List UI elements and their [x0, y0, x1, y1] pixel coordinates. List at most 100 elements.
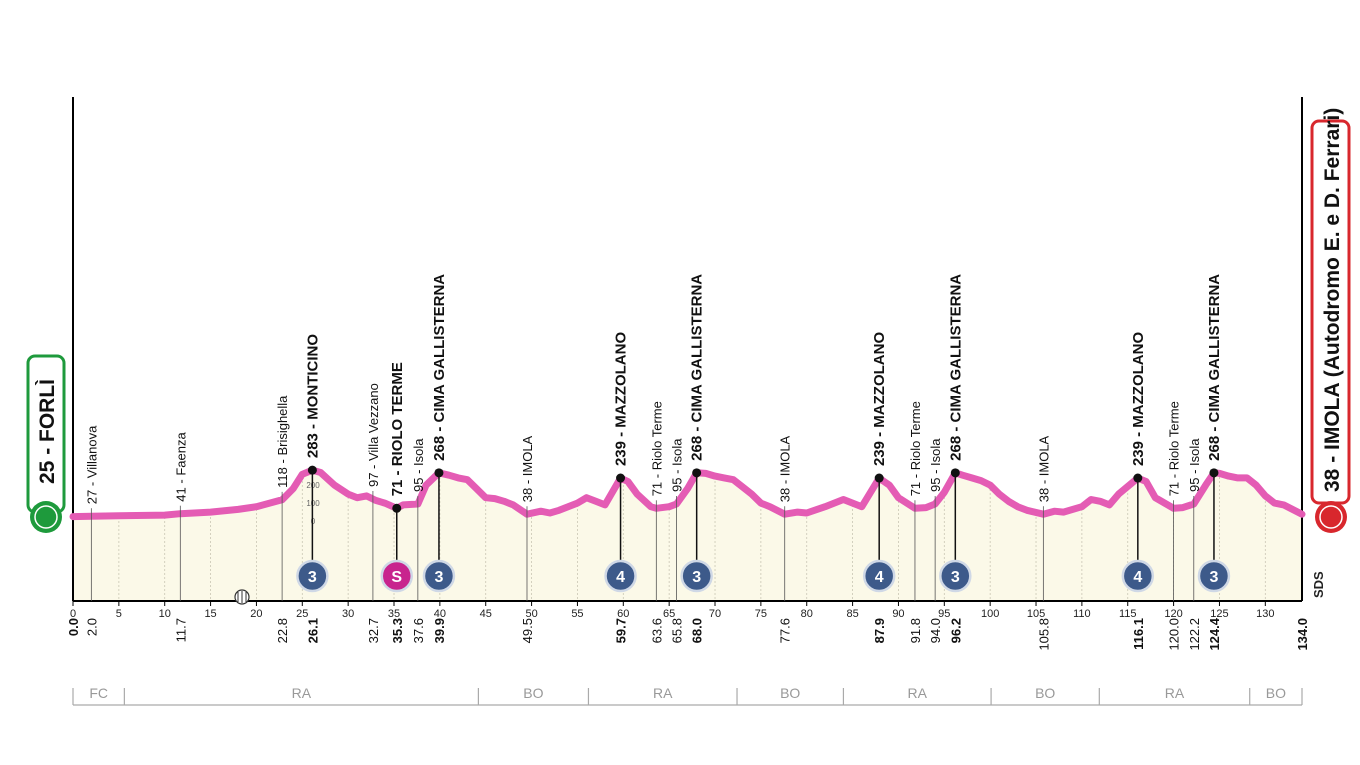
- region-label: BO: [780, 685, 800, 701]
- barrier-icon: [234, 589, 250, 605]
- region-label: BO: [1266, 685, 1286, 701]
- y-tick-label: 200: [306, 481, 320, 490]
- km-label: 87.9: [872, 618, 887, 643]
- climb-icon: [296, 559, 329, 593]
- y-tick-label: 100: [306, 499, 320, 508]
- km-label: 49.5: [520, 618, 535, 643]
- climb-icon: [862, 559, 896, 593]
- km-label: 96.2: [948, 618, 963, 643]
- km-label: 0.0: [66, 618, 81, 636]
- climb-icon: [680, 559, 713, 593]
- waypoint-label: 71 - Riolo Terme: [649, 401, 664, 496]
- x-tick-label: 40: [434, 608, 446, 620]
- climb-icon-label: 3: [692, 569, 701, 586]
- waypoint-dot: [874, 473, 884, 483]
- waypoint-label: 38 - IMOLA: [520, 435, 535, 502]
- km-label: 91.8: [908, 618, 923, 643]
- waypoint-label: 95 - Isola: [1187, 438, 1202, 492]
- x-tick-label: 25: [296, 608, 308, 620]
- waypoint-dot: [950, 468, 960, 478]
- km-label: 94.0: [928, 618, 943, 643]
- x-tick-label: 70: [709, 608, 721, 620]
- start-icon-ring: [34, 505, 58, 529]
- waypoint-label: 27 - Villanova: [84, 425, 99, 504]
- start-label: 25 - FORLÌ: [36, 379, 59, 484]
- km-label: 39.9: [432, 618, 447, 643]
- climb-icon: [1197, 559, 1231, 593]
- region-label: BO: [523, 685, 543, 701]
- x-tick-label: 130: [1256, 608, 1274, 620]
- km-label: 35.3: [390, 618, 405, 643]
- region-label: FC: [89, 685, 108, 701]
- x-tick-label: 110: [1073, 608, 1091, 620]
- waypoint-dot: [307, 465, 317, 475]
- waypoint-label: 268 - CIMA GALLISTERNA: [947, 274, 964, 461]
- waypoint-label: 95 - Isola: [411, 438, 426, 492]
- waypoint-label: 268 - CIMA GALLISTERNA: [431, 274, 448, 461]
- waypoint-label: 71 - RIOLO TERME: [389, 362, 406, 496]
- waypoint-label: 71 - Riolo Terme: [908, 401, 923, 496]
- region-label: RA: [653, 685, 673, 701]
- climb-icon: [380, 559, 414, 593]
- km-label: 120.0: [1167, 618, 1182, 651]
- km-label: 122.2: [1187, 618, 1202, 651]
- km-label: 134.0: [1295, 618, 1310, 651]
- x-tick-label: 90: [892, 608, 904, 620]
- km-label: 124.4: [1207, 617, 1222, 650]
- km-label: 59.7: [614, 618, 629, 643]
- finish-label: 38 - IMOLA (Autodromo E. e D. Ferrari): [1321, 108, 1344, 492]
- x-tick-label: 5: [116, 608, 122, 620]
- climb-icon-label: 4: [875, 569, 884, 586]
- km-label: 37.6: [411, 618, 426, 643]
- waypoint-label: 71 - Riolo Terme: [1167, 401, 1182, 496]
- km-label: 22.8: [275, 618, 290, 643]
- climb-icon-label: S: [391, 569, 402, 586]
- climb-icon-label: 3: [308, 569, 317, 586]
- region-label: RA: [908, 685, 928, 701]
- waypoint-label: 38 - IMOLA: [778, 435, 793, 502]
- climb-icon: [422, 559, 456, 593]
- x-tick-label: 65: [663, 608, 675, 620]
- km-label: 105.8: [1036, 618, 1051, 651]
- climb-icon-label: 3: [434, 569, 443, 586]
- waypoint-label: 239 - MAZZOLANO: [613, 332, 630, 467]
- x-tick-label: 115: [1119, 608, 1137, 620]
- waypoint-label: 268 - CIMA GALLISTERNA: [689, 274, 706, 461]
- x-tick-label: 30: [342, 608, 354, 620]
- km-label: 2.0: [84, 618, 99, 636]
- climb-icon: [939, 559, 972, 593]
- x-tick-label: 45: [480, 608, 492, 620]
- km-label: 32.7: [366, 618, 381, 643]
- waypoint-label: 95 - Isola: [928, 438, 943, 492]
- x-tick-label: 100: [981, 608, 999, 620]
- climb-icon: [1121, 559, 1155, 593]
- waypoint-label: 97 - Villa Vezzano: [366, 383, 381, 487]
- x-tick-label: 35: [388, 608, 400, 620]
- km-label: 63.6: [649, 618, 664, 643]
- waypoint-label: 239 - MAZZOLANO: [1130, 332, 1147, 467]
- x-tick-label: 105: [1027, 608, 1045, 620]
- climb-icon-label: 3: [1209, 569, 1218, 586]
- x-tick-label: 15: [204, 608, 216, 620]
- waypoint-dot: [1133, 473, 1143, 483]
- climb-icon-label: 4: [1133, 569, 1142, 586]
- profile-line: [69, 466, 1306, 521]
- climb-icon: [604, 559, 637, 593]
- x-tick-label: 95: [938, 608, 950, 620]
- waypoint-dot: [692, 468, 702, 478]
- x-tick-label: 60: [617, 608, 629, 620]
- waypoint-label: 95 - Isola: [669, 438, 684, 492]
- x-tick-label: 80: [801, 608, 813, 620]
- km-label: 65.8: [669, 618, 684, 643]
- x-tick-label: 50: [525, 608, 537, 620]
- waypoint-dot: [1209, 468, 1219, 478]
- waypoint-dot: [616, 473, 626, 483]
- x-tick-label: 85: [846, 608, 858, 620]
- km-label: 116.1: [1131, 618, 1146, 650]
- km-label: 77.6: [778, 618, 793, 643]
- x-tick-label: 0: [70, 608, 76, 620]
- region-label: BO: [1035, 685, 1055, 701]
